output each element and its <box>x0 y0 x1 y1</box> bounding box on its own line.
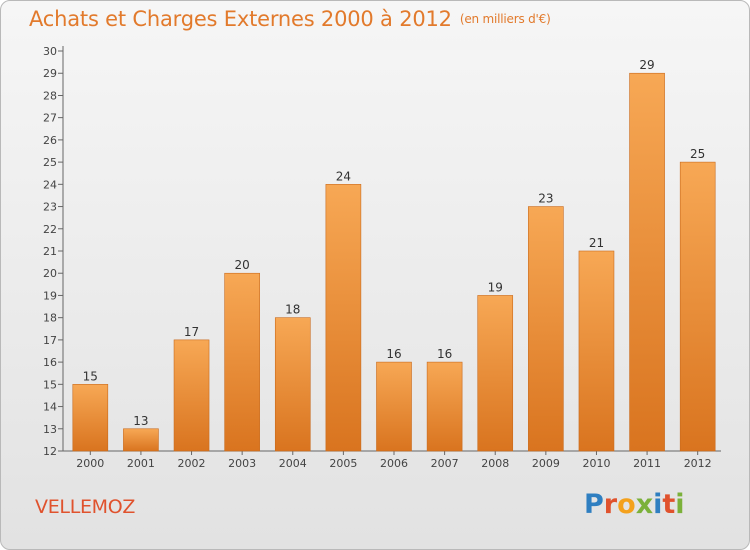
x-tick-label: 2000 <box>76 457 104 470</box>
x-tick-label: 2010 <box>582 457 610 470</box>
x-tick-label: 2009 <box>532 457 560 470</box>
x-tick-label: 2002 <box>178 457 206 470</box>
bar-labels: 15 13 17 20 18 24 16 16 19 23 21 29 25 <box>83 58 706 428</box>
bar-2008[interactable] <box>477 295 514 452</box>
bar-2002[interactable] <box>173 339 210 452</box>
logo-letter: i <box>653 489 663 520</box>
bar-value-label: 24 <box>336 169 351 183</box>
bar-2011[interactable] <box>629 72 665 452</box>
bar-value-label: 20 <box>235 258 250 272</box>
y-tick-label: 25 <box>43 156 57 169</box>
x-tick-label: 2007 <box>431 457 459 470</box>
y-tick-label: 15 <box>43 378 57 391</box>
bar-2000[interactable] <box>72 384 109 452</box>
y-tick-label: 19 <box>43 289 57 302</box>
y-tick-label: 24 <box>43 178 57 191</box>
bar-2003[interactable] <box>224 272 260 452</box>
bar-value-label: 17 <box>184 325 199 339</box>
bar-2009[interactable] <box>528 206 564 452</box>
y-tick-label: 22 <box>43 223 57 236</box>
bar-value-label: 15 <box>83 369 98 383</box>
logo-letter: P <box>584 489 604 520</box>
bars <box>72 72 716 452</box>
bar-2005[interactable] <box>325 184 362 452</box>
y-tick-label: 27 <box>43 112 57 125</box>
bar-value-label: 18 <box>285 303 300 317</box>
bar-2007[interactable] <box>426 361 463 452</box>
bar-value-label: 25 <box>690 147 705 161</box>
y-axis: 12 13 14 15 16 17 18 19 20 21 22 23 24 25 26 27 28 29 30 <box>43 45 64 458</box>
logo-letter: r <box>603 489 618 520</box>
logo-letter: o <box>617 489 636 520</box>
y-tick-label: 12 <box>43 445 57 458</box>
logo-letter: t <box>662 489 676 520</box>
x-axis: 2000 2001 2002 2003 2004 2005 2006 2007 2008 2009… <box>63 450 721 470</box>
y-tick-label: 16 <box>43 356 57 369</box>
x-tick-label: 2001 <box>127 457 155 470</box>
y-tick-label: 28 <box>43 89 57 102</box>
x-tick-label: 2012 <box>684 457 712 470</box>
commune-name: VELLEMOZ <box>35 496 136 518</box>
chart-subtitle: (en milliers d'€) <box>459 12 551 26</box>
x-tick-label: 2003 <box>228 457 256 470</box>
bar-value-label: 21 <box>589 236 604 250</box>
bar-2010[interactable] <box>578 250 615 452</box>
bar-2004[interactable] <box>274 317 311 452</box>
bar-2001[interactable] <box>123 428 159 452</box>
proxiti-logo[interactable]: Proxiti <box>584 489 685 520</box>
y-tick-label: 13 <box>43 423 57 436</box>
y-tick-label: 20 <box>43 267 57 280</box>
y-tick-label: 21 <box>43 245 57 258</box>
logo-letter: i <box>675 489 685 520</box>
chart-title: Achats et Charges Externes 2000 à 2012 (e… <box>29 7 551 31</box>
y-tick-label: 18 <box>43 312 57 325</box>
logo-letter: x <box>635 489 654 520</box>
bar-2012[interactable] <box>679 161 716 452</box>
bar-2006[interactable] <box>376 361 412 452</box>
x-tick-label: 2008 <box>481 457 509 470</box>
x-tick-label: 2004 <box>279 457 307 470</box>
x-tick-label: 2005 <box>329 457 357 470</box>
x-tick-label: 2006 <box>380 457 408 470</box>
chart-title-text: Achats et Charges Externes 2000 à 2012 <box>29 7 452 31</box>
bar-value-label: 13 <box>133 414 148 428</box>
y-tick-label: 30 <box>43 45 57 58</box>
bar-value-label: 16 <box>386 347 401 361</box>
y-tick-label: 29 <box>43 67 57 80</box>
y-tick-label: 14 <box>43 401 57 414</box>
bar-value-label: 29 <box>639 58 654 72</box>
bar-value-label: 16 <box>437 347 452 361</box>
x-tick-label: 2011 <box>633 457 661 470</box>
bar-value-label: 23 <box>538 192 553 206</box>
bar-value-label: 19 <box>488 280 503 294</box>
y-tick-label: 17 <box>43 334 57 347</box>
y-tick-label: 26 <box>43 134 57 147</box>
y-tick-label: 23 <box>43 201 57 214</box>
